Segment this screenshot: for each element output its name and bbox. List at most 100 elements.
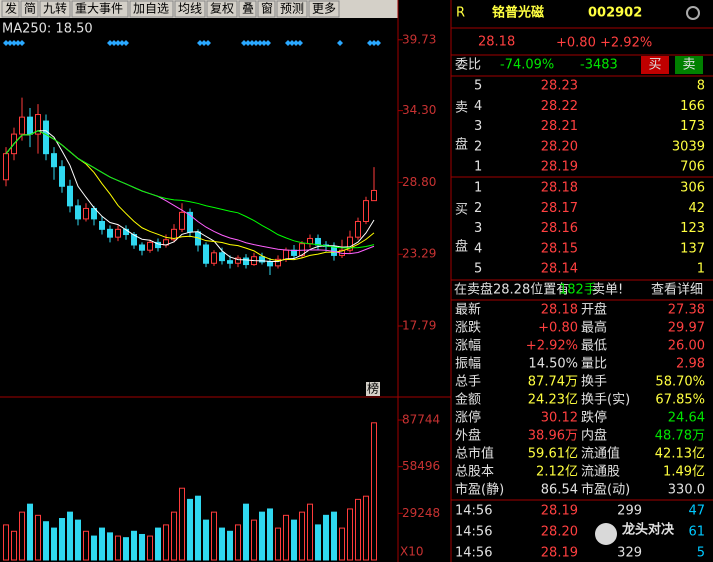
notice: 在卖盘28.28位置有 [454, 282, 569, 298]
signal-marker [205, 40, 211, 46]
candle-body [211, 252, 217, 264]
stat-label: 涨幅 [455, 339, 481, 354]
candle-body [179, 211, 185, 230]
label: -74.09% [500, 58, 554, 73]
toolbar-button[interactable] [129, 0, 174, 18]
volume-bar [283, 514, 289, 561]
sell-button[interactable] [675, 56, 703, 74]
volume-bar [91, 535, 97, 561]
stat-label: 总手 [455, 375, 481, 390]
toolbar-button[interactable] [308, 0, 340, 18]
toolbar-button[interactable] [238, 0, 257, 18]
stat-value: 24.64 [668, 411, 705, 426]
stat-label: 金额 [455, 392, 481, 408]
detail-link[interactable]: 查看详细 [651, 282, 703, 298]
toolbar-button[interactable] [174, 0, 206, 18]
stat-label: 外盘 [455, 428, 481, 444]
event-marker: 财 [242, 382, 254, 396]
stat-value: +0.80 [538, 321, 578, 336]
toolbar-label[interactable]: 重大事件 [75, 2, 123, 16]
stat-value: 2.12亿 [536, 465, 578, 480]
toolbar-label[interactable]: 叠 [242, 2, 254, 16]
signal-marker [111, 40, 117, 46]
signal-marker [3, 40, 9, 46]
toolbar-label[interactable]: 更多 [312, 2, 336, 16]
toolbar-label[interactable]: 预测 [280, 2, 304, 16]
notice: 卖单! [592, 283, 623, 298]
stat-value: 38.96万 [528, 429, 578, 444]
stat-value: +2.92% [526, 339, 578, 354]
toolbar-label[interactable]: 发 [5, 1, 17, 16]
order-volume: 137 [680, 241, 705, 256]
volume-bar [179, 487, 185, 561]
toolbar-button[interactable] [71, 0, 129, 18]
toolbar-label[interactable]: 简 [24, 2, 36, 16]
change-pct: +2.92% [600, 36, 652, 51]
toolbar-label[interactable]: 加自选 [133, 2, 169, 16]
candle-body [147, 241, 153, 251]
moving-average [5, 130, 375, 263]
tick-time: 14:56 [455, 504, 492, 519]
toolbar-label[interactable]: 均线 [178, 2, 202, 16]
toolbar-button[interactable] [206, 0, 238, 18]
toolbar-button[interactable] [39, 0, 71, 18]
buy-button[interactable] [641, 56, 669, 74]
toolbar-button[interactable] [257, 0, 276, 18]
stat-value: 30.12 [541, 411, 578, 426]
stat-label: 总市值 [455, 446, 494, 462]
stat-label: 流通股 [581, 465, 620, 480]
signal-marker [7, 40, 13, 46]
volume-bar [99, 527, 105, 561]
toolbar-button[interactable] [1, 0, 20, 18]
signal-marker [293, 40, 299, 46]
stat-label: 最低 [581, 339, 607, 354]
volume-bar [75, 519, 81, 561]
volume-bar [227, 530, 233, 561]
volume-bar [299, 511, 305, 561]
toolbar-button[interactable] [20, 0, 39, 18]
side-label: 盘 [455, 239, 468, 255]
buy-button-label[interactable]: 买 [648, 58, 661, 73]
sell-button-label[interactable]: 卖 [682, 58, 695, 73]
stat-value: 24.23亿 [528, 393, 578, 408]
toolbar-label[interactable]: 复权 [210, 2, 234, 16]
level: 3 [474, 221, 482, 236]
order-volume: 173 [680, 119, 705, 134]
volume-bar [363, 495, 369, 561]
stat-label: 振幅 [455, 357, 481, 372]
unit-label: X10 [400, 545, 424, 559]
tick-price: 28.19 [541, 504, 578, 519]
candle-body [59, 166, 65, 187]
candle-body [19, 116, 25, 135]
tick-time: 14:56 [455, 525, 492, 540]
candle-body [283, 249, 289, 260]
toolbar-button[interactable] [276, 0, 308, 18]
stat-label: 跌停 [581, 410, 607, 426]
order-price: 28.15 [541, 241, 578, 256]
y-tick-label: 58496 [402, 459, 440, 473]
toolbar-label[interactable]: 窗 [261, 2, 273, 16]
candle-body [267, 261, 273, 267]
signal-marker [19, 40, 25, 46]
order-price: 28.23 [541, 79, 578, 94]
candle-body [139, 244, 145, 251]
level: 5 [474, 79, 482, 94]
volume-bar [243, 503, 249, 561]
candle-body [219, 252, 225, 262]
order-volume: 8 [697, 79, 705, 94]
signal-marker [119, 40, 125, 46]
volume-bar [211, 511, 217, 561]
level: 1 [474, 160, 482, 175]
tick-volume: 299 [617, 504, 642, 519]
signal-marker [249, 40, 255, 46]
candle-body [107, 228, 113, 238]
settings-icon[interactable] [686, 6, 700, 20]
toolbar-label[interactable]: 九转 [43, 1, 67, 16]
order-price: 28.17 [541, 201, 578, 216]
stat-label: 换手(实) [581, 393, 630, 408]
watermark: 龙头对决 [622, 522, 675, 538]
signal-marker [253, 40, 259, 46]
candle-body [83, 207, 89, 220]
stat-label: 量比 [581, 357, 607, 372]
